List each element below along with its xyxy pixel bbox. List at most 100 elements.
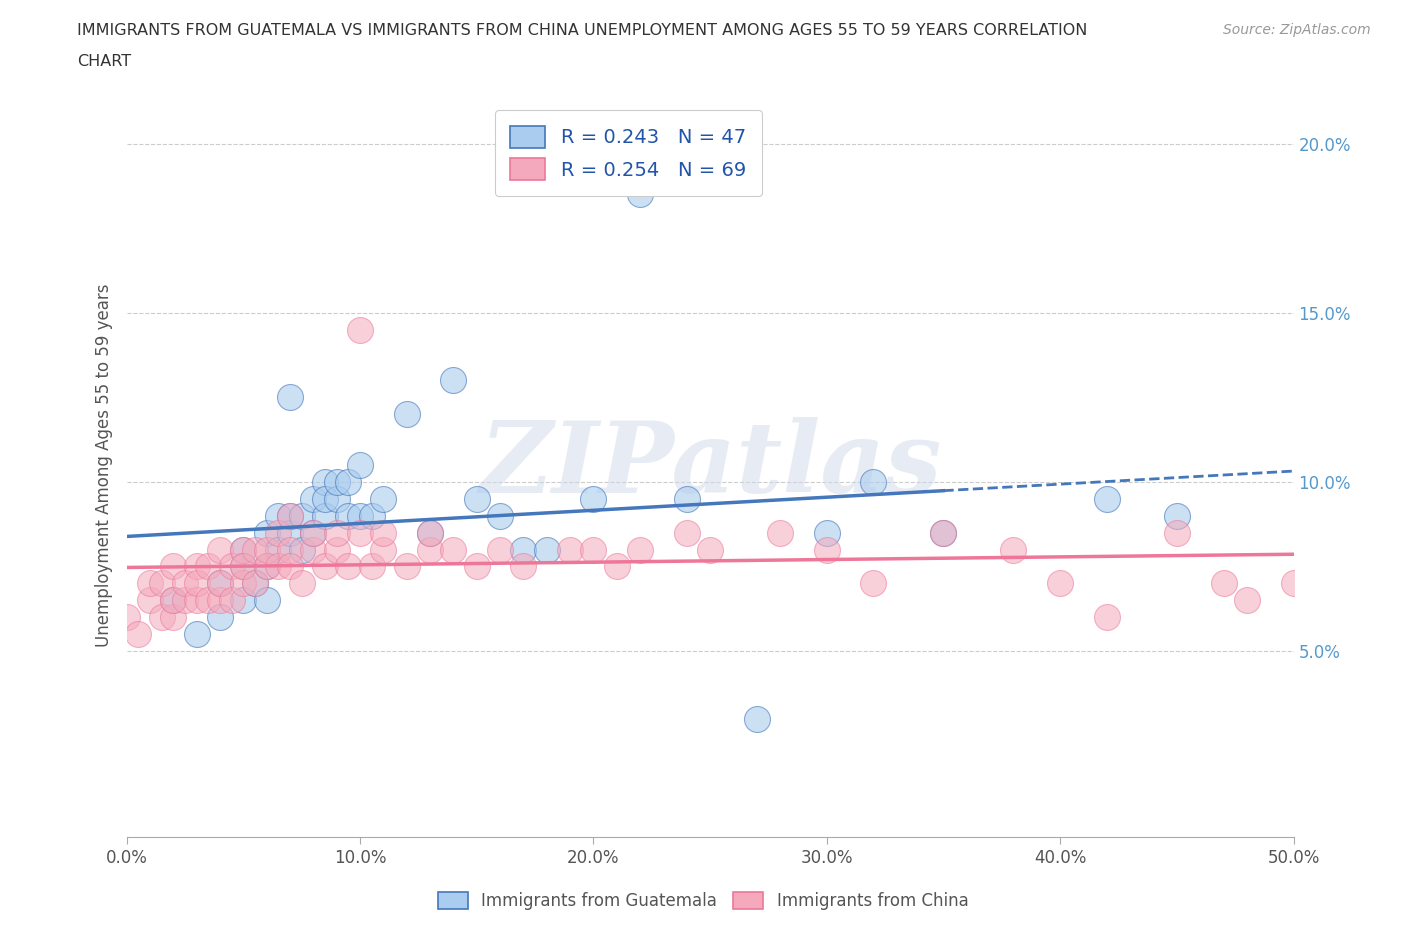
Point [302,542,325,557]
Point [267,525,290,540]
Point [186,559,208,574]
Point [699,542,721,557]
Point [314,474,336,489]
Y-axis label: Unemployment Among Ages 55 to 59 years: Unemployment Among Ages 55 to 59 years [94,284,112,646]
Point [489,509,512,524]
Point [815,525,838,540]
Point [232,542,254,557]
Point [278,390,301,405]
Point [628,187,651,202]
Point [314,509,336,524]
Point [395,559,418,574]
Point [815,542,838,557]
Point [302,491,325,506]
Point [243,542,266,557]
Point [325,542,347,557]
Text: ZIPatlas: ZIPatlas [479,417,941,513]
Point [162,592,184,607]
Point [558,542,581,557]
Point [232,559,254,574]
Point [536,542,558,557]
Point [115,610,138,625]
Point [278,509,301,524]
Point [932,525,955,540]
Point [360,509,382,524]
Point [325,491,347,506]
Point [208,576,231,591]
Point [349,323,371,338]
Point [256,559,278,574]
Point [162,559,184,574]
Point [349,509,371,524]
Point [314,491,336,506]
Point [139,576,162,591]
Point [197,559,219,574]
Point [745,711,768,726]
Point [465,491,488,506]
Point [419,525,441,540]
Point [512,559,534,574]
Point [221,559,243,574]
Point [186,592,208,607]
Point [208,576,231,591]
Point [278,509,301,524]
Point [862,576,884,591]
Point [221,592,243,607]
Point [862,474,884,489]
Point [769,525,792,540]
Point [1095,610,1118,625]
Point [256,542,278,557]
Point [232,576,254,591]
Point [208,542,231,557]
Point [419,542,441,557]
Point [1095,491,1118,506]
Point [243,576,266,591]
Point [186,576,208,591]
Point [349,458,371,472]
Point [186,627,208,642]
Point [337,509,360,524]
Point [349,525,371,540]
Point [395,406,418,421]
Point [582,542,605,557]
Point [278,542,301,557]
Point [232,592,254,607]
Point [628,542,651,557]
Text: IMMIGRANTS FROM GUATEMALA VS IMMIGRANTS FROM CHINA UNEMPLOYMENT AMONG AGES 55 TO: IMMIGRANTS FROM GUATEMALA VS IMMIGRANTS … [77,23,1088,38]
Point [441,542,464,557]
Point [267,542,290,557]
Point [174,592,197,607]
Point [256,525,278,540]
Point [489,542,512,557]
Point [373,491,395,506]
Point [290,542,312,557]
Point [465,559,488,574]
Point [278,525,301,540]
Point [1166,509,1188,524]
Point [232,559,254,574]
Point [1049,576,1071,591]
Point [675,491,697,506]
Text: Source: ZipAtlas.com: Source: ZipAtlas.com [1223,23,1371,37]
Point [150,610,173,625]
Point [290,509,312,524]
Point [325,474,347,489]
Point [419,525,441,540]
Point [606,559,628,574]
Point [325,525,347,540]
Point [208,592,231,607]
Point [278,559,301,574]
Text: CHART: CHART [77,54,131,69]
Point [197,592,219,607]
Point [302,525,325,540]
Point [360,559,382,574]
Point [1282,576,1305,591]
Point [1002,542,1025,557]
Point [337,559,360,574]
Point [932,525,955,540]
Legend: R = 0.243   N = 47, R = 0.254   N = 69: R = 0.243 N = 47, R = 0.254 N = 69 [495,110,762,196]
Point [267,559,290,574]
Point [290,576,312,591]
Point [208,610,231,625]
Point [1236,592,1258,607]
